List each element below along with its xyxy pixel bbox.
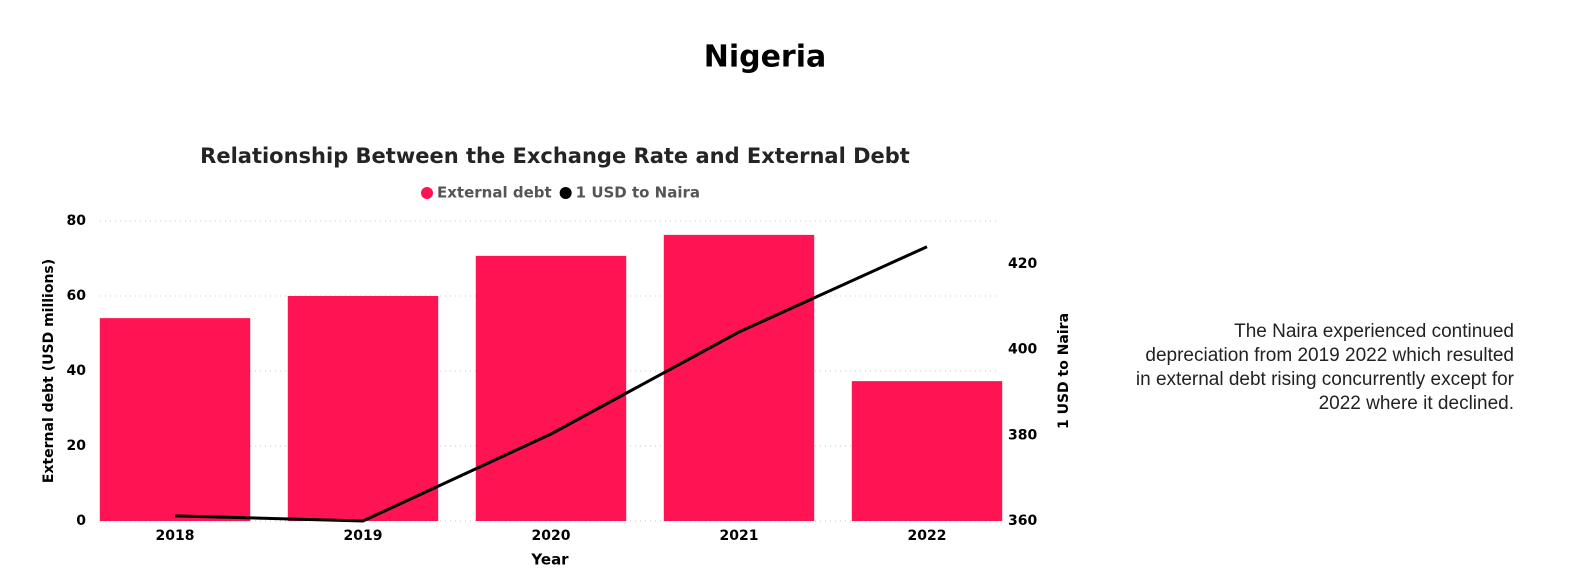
bar	[475, 255, 627, 521]
x-tick-label: 2019	[344, 528, 383, 544]
legend-marker	[559, 187, 572, 199]
description: The Naira experienced continued deprecia…	[1135, 321, 1514, 414]
bar	[851, 381, 1003, 521]
page-title: Nigeria	[704, 40, 827, 75]
x-axis-label: Year	[530, 551, 569, 569]
y2-axis-label: 1 USD to Naira	[1056, 313, 1072, 429]
chart-title: Relationship Between the Exchange Rate a…	[200, 144, 910, 168]
y-tick-label: 80	[67, 213, 87, 229]
legend-label: External debt	[437, 184, 552, 202]
y-axis-label: External debt (USD millions)	[41, 259, 57, 483]
bar	[663, 234, 815, 521]
y-tick-label: 20	[67, 438, 87, 454]
legend-marker	[421, 187, 433, 199]
y2-tick-label: 400	[1008, 342, 1037, 358]
legend-label: 1 USD to Naira	[576, 184, 700, 202]
x-tick-label: 2018	[156, 528, 195, 544]
y-tick-label: 60	[67, 288, 87, 304]
x-tick-label: 2021	[720, 528, 759, 544]
line	[174, 245, 928, 523]
x-tick-label: 2020	[532, 528, 571, 544]
y-tick-label: 0	[76, 513, 86, 529]
y2-tick-label: 420	[1008, 256, 1037, 272]
bar	[287, 296, 439, 521]
bar	[99, 318, 251, 521]
x-tick-label: 2022	[908, 528, 947, 544]
y-tick-label: 40	[67, 363, 87, 379]
y2-tick-label: 380	[1008, 427, 1037, 443]
y2-tick-label: 360	[1008, 513, 1037, 529]
